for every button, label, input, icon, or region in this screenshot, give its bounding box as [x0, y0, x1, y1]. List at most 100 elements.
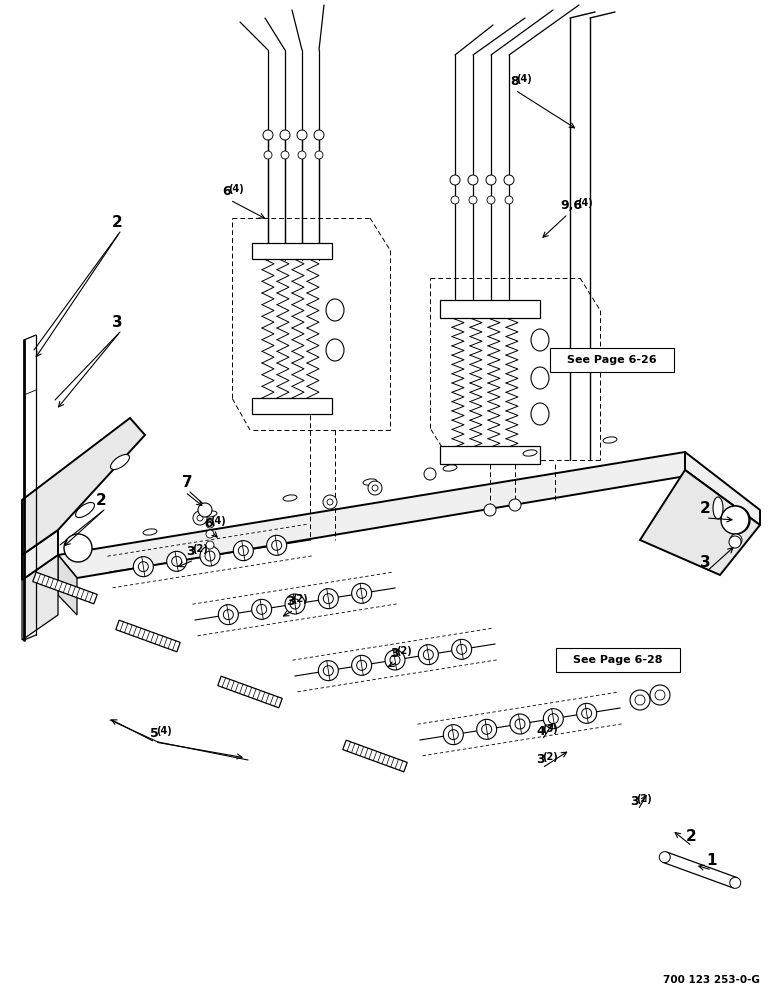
Bar	[252, 243, 332, 259]
Circle shape	[197, 515, 203, 521]
Circle shape	[510, 714, 530, 734]
Polygon shape	[640, 470, 760, 575]
Circle shape	[659, 852, 670, 863]
Circle shape	[451, 196, 459, 204]
Polygon shape	[685, 452, 760, 525]
Circle shape	[256, 604, 266, 614]
Circle shape	[357, 660, 367, 670]
Circle shape	[200, 546, 220, 566]
Circle shape	[323, 495, 337, 509]
Text: 3: 3	[112, 315, 123, 330]
Text: 6: 6	[204, 517, 212, 530]
Circle shape	[266, 535, 286, 555]
Text: 3: 3	[286, 595, 295, 608]
Polygon shape	[22, 418, 145, 555]
Circle shape	[318, 589, 338, 609]
Text: 9,6: 9,6	[560, 199, 582, 212]
Circle shape	[314, 130, 324, 140]
Circle shape	[390, 655, 400, 665]
Circle shape	[357, 588, 367, 598]
Circle shape	[206, 520, 214, 528]
Circle shape	[487, 196, 495, 204]
Circle shape	[515, 719, 525, 729]
Circle shape	[352, 655, 371, 675]
Circle shape	[171, 556, 181, 566]
Circle shape	[290, 599, 300, 609]
Text: 2: 2	[96, 493, 107, 508]
Circle shape	[193, 511, 207, 525]
Circle shape	[635, 695, 645, 705]
Text: 2: 2	[112, 215, 123, 230]
Ellipse shape	[603, 437, 617, 443]
Circle shape	[352, 583, 371, 603]
Circle shape	[315, 151, 323, 159]
Circle shape	[233, 541, 253, 561]
Circle shape	[198, 503, 212, 517]
Circle shape	[264, 151, 272, 159]
Circle shape	[509, 499, 521, 511]
Circle shape	[385, 650, 405, 670]
Text: See Page 6-26: See Page 6-26	[567, 355, 657, 365]
Circle shape	[285, 594, 305, 614]
Circle shape	[206, 541, 214, 549]
Polygon shape	[218, 676, 283, 708]
Circle shape	[722, 506, 750, 534]
Text: 3: 3	[536, 753, 544, 766]
Circle shape	[134, 557, 154, 577]
Text: (2): (2)	[192, 544, 208, 554]
Text: 1: 1	[706, 853, 716, 868]
Circle shape	[368, 481, 382, 495]
Text: 3: 3	[630, 795, 638, 808]
Circle shape	[323, 666, 334, 676]
Circle shape	[239, 546, 249, 556]
Ellipse shape	[110, 454, 130, 470]
Text: 4: 4	[536, 725, 545, 738]
Circle shape	[482, 724, 492, 734]
Circle shape	[323, 594, 334, 604]
Polygon shape	[58, 452, 704, 578]
Text: 3: 3	[186, 545, 195, 558]
Circle shape	[450, 175, 460, 185]
Ellipse shape	[531, 367, 549, 389]
Bar	[440, 446, 540, 464]
Circle shape	[205, 551, 215, 561]
Circle shape	[423, 650, 433, 660]
Text: (2): (2)	[396, 646, 411, 656]
Circle shape	[469, 196, 477, 204]
Circle shape	[730, 877, 741, 888]
Polygon shape	[58, 555, 77, 615]
Text: (2): (2)	[636, 794, 652, 804]
Ellipse shape	[713, 497, 723, 519]
Circle shape	[655, 690, 665, 700]
Circle shape	[223, 610, 233, 620]
Circle shape	[484, 504, 496, 516]
FancyBboxPatch shape	[556, 648, 680, 672]
Text: (4): (4)	[156, 726, 171, 736]
Circle shape	[581, 708, 591, 718]
Circle shape	[505, 196, 513, 204]
Circle shape	[138, 562, 148, 572]
Polygon shape	[663, 852, 737, 888]
Circle shape	[318, 661, 338, 681]
Circle shape	[443, 725, 463, 745]
Circle shape	[468, 175, 478, 185]
FancyBboxPatch shape	[550, 348, 674, 372]
Circle shape	[449, 730, 459, 740]
Ellipse shape	[326, 299, 344, 321]
Circle shape	[281, 151, 289, 159]
Text: (3): (3)	[542, 724, 557, 734]
Circle shape	[630, 690, 650, 710]
Circle shape	[327, 499, 333, 505]
Text: 5: 5	[150, 727, 159, 740]
Circle shape	[252, 599, 272, 619]
Circle shape	[548, 714, 558, 724]
Ellipse shape	[523, 450, 537, 456]
Text: 3: 3	[390, 647, 398, 660]
Circle shape	[64, 534, 92, 562]
Text: 2: 2	[686, 829, 697, 844]
Text: 2: 2	[700, 501, 711, 516]
Circle shape	[457, 644, 466, 654]
Circle shape	[577, 703, 597, 723]
Bar	[252, 398, 332, 414]
Ellipse shape	[531, 329, 549, 351]
